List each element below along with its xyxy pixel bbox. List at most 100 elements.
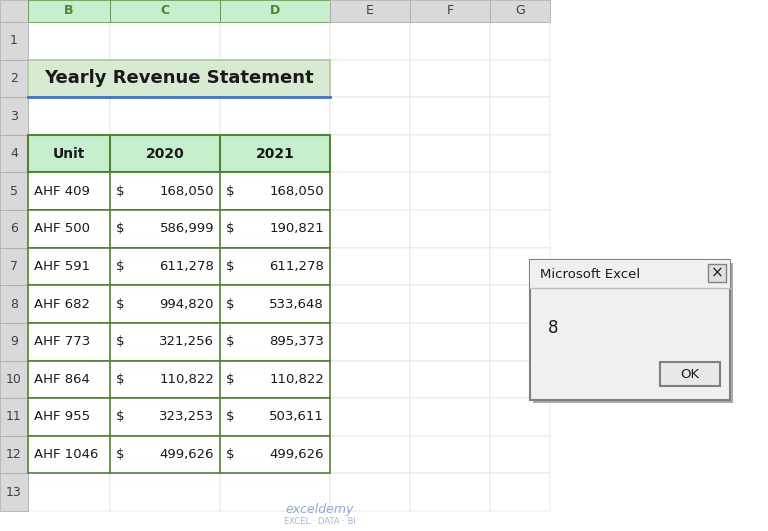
- Text: 323,253: 323,253: [159, 410, 214, 423]
- Text: ×: ×: [710, 266, 723, 280]
- FancyBboxPatch shape: [28, 285, 110, 323]
- Text: 8: 8: [548, 319, 558, 337]
- FancyBboxPatch shape: [110, 361, 220, 398]
- Text: 586,999: 586,999: [160, 222, 214, 235]
- FancyBboxPatch shape: [0, 0, 28, 22]
- FancyBboxPatch shape: [0, 97, 28, 135]
- FancyBboxPatch shape: [530, 260, 730, 400]
- FancyBboxPatch shape: [661, 363, 721, 387]
- FancyBboxPatch shape: [28, 173, 330, 210]
- Text: $: $: [116, 185, 124, 198]
- FancyBboxPatch shape: [220, 210, 330, 247]
- FancyBboxPatch shape: [28, 323, 110, 361]
- FancyBboxPatch shape: [330, 473, 410, 511]
- FancyBboxPatch shape: [220, 59, 330, 97]
- Text: 5: 5: [10, 185, 18, 198]
- Text: $: $: [226, 185, 234, 198]
- FancyBboxPatch shape: [490, 173, 550, 210]
- Text: Unit: Unit: [53, 147, 85, 161]
- FancyBboxPatch shape: [28, 436, 330, 473]
- FancyBboxPatch shape: [220, 173, 330, 210]
- FancyBboxPatch shape: [410, 135, 490, 173]
- Text: $: $: [116, 448, 124, 461]
- FancyBboxPatch shape: [530, 260, 730, 288]
- Text: 168,050: 168,050: [270, 185, 324, 198]
- FancyBboxPatch shape: [110, 285, 220, 323]
- FancyBboxPatch shape: [220, 323, 330, 361]
- FancyBboxPatch shape: [28, 285, 330, 323]
- Text: 8: 8: [10, 297, 18, 311]
- Text: 611,278: 611,278: [159, 260, 214, 273]
- Text: 13: 13: [6, 486, 22, 499]
- Text: $: $: [116, 410, 124, 423]
- FancyBboxPatch shape: [28, 135, 330, 173]
- Text: AHF 591: AHF 591: [34, 260, 90, 273]
- FancyBboxPatch shape: [330, 285, 410, 323]
- FancyBboxPatch shape: [28, 398, 110, 436]
- FancyBboxPatch shape: [490, 210, 550, 247]
- FancyBboxPatch shape: [220, 285, 330, 323]
- FancyBboxPatch shape: [490, 0, 550, 22]
- FancyBboxPatch shape: [330, 247, 410, 285]
- FancyBboxPatch shape: [110, 59, 220, 97]
- FancyBboxPatch shape: [0, 285, 28, 323]
- FancyBboxPatch shape: [330, 173, 410, 210]
- FancyBboxPatch shape: [220, 97, 330, 135]
- FancyBboxPatch shape: [410, 361, 490, 398]
- Text: $: $: [226, 335, 234, 348]
- FancyBboxPatch shape: [490, 436, 550, 473]
- FancyBboxPatch shape: [110, 436, 220, 473]
- FancyBboxPatch shape: [28, 247, 110, 285]
- Text: AHF 955: AHF 955: [34, 410, 90, 423]
- Text: AHF 682: AHF 682: [34, 297, 90, 311]
- FancyBboxPatch shape: [28, 436, 110, 473]
- FancyBboxPatch shape: [330, 135, 410, 173]
- Text: E: E: [366, 4, 374, 18]
- FancyBboxPatch shape: [0, 323, 28, 361]
- FancyBboxPatch shape: [220, 135, 330, 173]
- FancyBboxPatch shape: [490, 247, 550, 285]
- Text: $: $: [226, 297, 234, 311]
- FancyBboxPatch shape: [410, 323, 490, 361]
- Text: 190,821: 190,821: [270, 222, 324, 235]
- FancyBboxPatch shape: [220, 398, 330, 436]
- FancyBboxPatch shape: [28, 135, 110, 173]
- Text: AHF 773: AHF 773: [34, 335, 91, 348]
- FancyBboxPatch shape: [28, 247, 330, 285]
- FancyBboxPatch shape: [110, 97, 220, 135]
- Text: C: C: [161, 4, 170, 18]
- FancyBboxPatch shape: [410, 210, 490, 247]
- Text: AHF 500: AHF 500: [34, 222, 90, 235]
- FancyBboxPatch shape: [220, 22, 330, 59]
- FancyBboxPatch shape: [330, 323, 410, 361]
- FancyBboxPatch shape: [220, 436, 330, 473]
- FancyBboxPatch shape: [490, 398, 550, 436]
- Text: $: $: [116, 335, 124, 348]
- Text: D: D: [270, 4, 280, 18]
- FancyBboxPatch shape: [330, 0, 410, 22]
- FancyBboxPatch shape: [410, 473, 490, 511]
- FancyBboxPatch shape: [110, 22, 220, 59]
- Text: $: $: [116, 297, 124, 311]
- Text: 994,820: 994,820: [160, 297, 214, 311]
- Text: 4: 4: [10, 147, 18, 160]
- FancyBboxPatch shape: [490, 285, 550, 323]
- FancyBboxPatch shape: [0, 135, 28, 173]
- FancyBboxPatch shape: [28, 210, 110, 247]
- FancyBboxPatch shape: [330, 59, 410, 97]
- Text: 895,373: 895,373: [269, 335, 324, 348]
- FancyBboxPatch shape: [110, 0, 220, 22]
- FancyBboxPatch shape: [410, 59, 490, 97]
- FancyBboxPatch shape: [410, 436, 490, 473]
- Text: Yearly Revenue Statement: Yearly Revenue Statement: [45, 70, 314, 88]
- Text: 110,822: 110,822: [269, 373, 324, 386]
- Text: 9: 9: [10, 335, 18, 348]
- Text: Microsoft Excel: Microsoft Excel: [540, 268, 640, 280]
- Text: 168,050: 168,050: [160, 185, 214, 198]
- Text: AHF 409: AHF 409: [34, 185, 90, 198]
- FancyBboxPatch shape: [220, 361, 330, 398]
- Text: 11: 11: [6, 410, 22, 423]
- FancyBboxPatch shape: [330, 210, 410, 247]
- FancyBboxPatch shape: [28, 59, 110, 97]
- Text: 2: 2: [10, 72, 18, 85]
